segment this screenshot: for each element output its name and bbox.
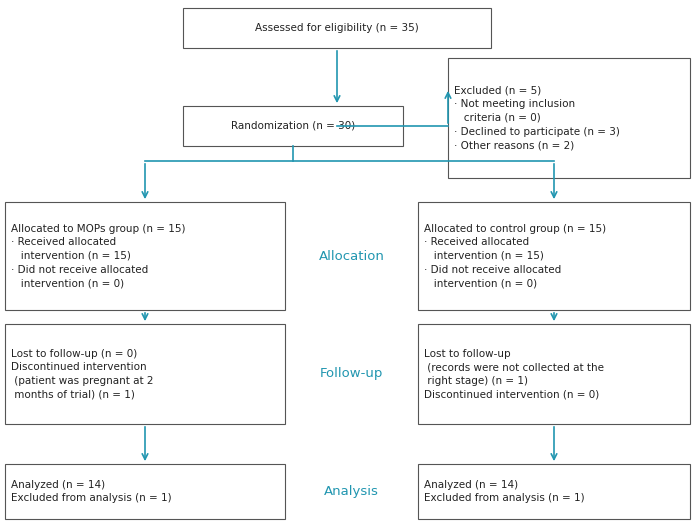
Bar [5, 464, 285, 519]
Text: Follow-up: Follow-up [320, 367, 383, 380]
Text: Allocated to MOPs group (n = 15)
· Received allocated
   intervention (n = 15)
·: Allocated to MOPs group (n = 15) · Recei… [11, 224, 186, 288]
Bar [183, 106, 403, 146]
Text: Randomization (n = 30): Randomization (n = 30) [231, 121, 355, 131]
Text: Excluded (n = 5)
· Not meeting inclusion
   criteria (n = 0)
· Declined to parti: Excluded (n = 5) · Not meeting inclusion… [454, 86, 620, 150]
Bar [418, 202, 690, 310]
Bar [418, 464, 690, 519]
Text: Assessed for eligibility (n = 35): Assessed for eligibility (n = 35) [255, 23, 419, 33]
Text: Analysis: Analysis [324, 485, 379, 498]
Bar [183, 8, 491, 48]
Text: Analyzed (n = 14)
Excluded from analysis (n = 1): Analyzed (n = 14) Excluded from analysis… [424, 479, 584, 503]
Text: Allocated to control group (n = 15)
· Received allocated
   intervention (n = 15: Allocated to control group (n = 15) · Re… [424, 224, 606, 288]
Text: Lost to follow-up
 (records were not collected at the
 right stage) (n = 1)
Disc: Lost to follow-up (records were not coll… [424, 348, 604, 399]
Text: Lost to follow-up (n = 0)
Discontinued intervention
 (patient was pregnant at 2
: Lost to follow-up (n = 0) Discontinued i… [11, 348, 153, 399]
Bar [5, 202, 285, 310]
Bar [448, 58, 690, 178]
Bar [5, 324, 285, 424]
Text: Allocation: Allocation [318, 249, 384, 263]
Bar [418, 324, 690, 424]
Text: Analyzed (n = 14)
Excluded from analysis (n = 1): Analyzed (n = 14) Excluded from analysis… [11, 479, 171, 503]
